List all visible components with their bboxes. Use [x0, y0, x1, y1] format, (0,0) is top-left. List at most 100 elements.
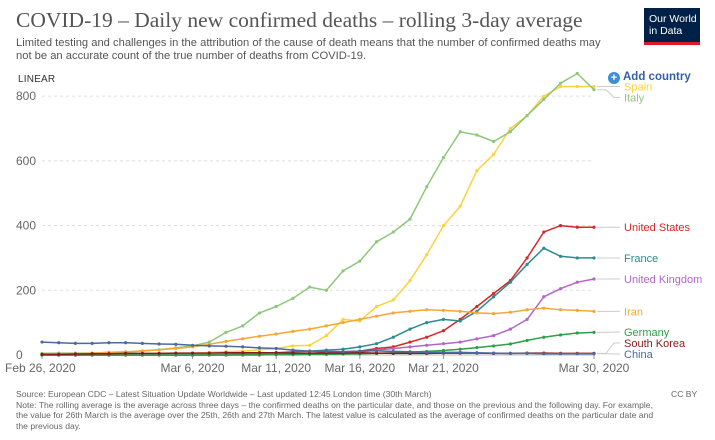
- data-point-south-korea: [90, 352, 94, 356]
- data-point-united-kingdom: [508, 327, 512, 331]
- data-point-france: [525, 262, 529, 267]
- data-point-united-kingdom: [391, 346, 395, 351]
- data-point-italy: [358, 259, 362, 263]
- data-point-france: [341, 347, 345, 351]
- data-point-united-states: [592, 225, 596, 229]
- data-point-china: [140, 341, 144, 345]
- series-label-france: France: [624, 253, 658, 265]
- data-point-france: [391, 335, 395, 339]
- line-chart: 0 200 400 600 800 Feb 26, 2020 Mar 6, 2020 Mar…: [5, 71, 702, 375]
- data-point-united-kingdom: [558, 287, 563, 291]
- y-tick-label: 200: [16, 283, 36, 297]
- series-line-iran: [41, 307, 595, 356]
- data-point-iran: [257, 334, 262, 338]
- data-point-china: [57, 341, 61, 345]
- y-tick-label: 0: [16, 348, 23, 362]
- data-point-china: [575, 352, 579, 356]
- data-point-italy: [458, 130, 462, 134]
- data-point-italy: [291, 296, 295, 300]
- data-point-iran: [274, 332, 278, 336]
- data-point-south-korea: [57, 352, 61, 356]
- data-point-china: [73, 341, 78, 345]
- data-point-germany: [525, 338, 529, 343]
- data-point-united-kingdom: [408, 345, 412, 349]
- data-point-south-korea: [140, 351, 144, 355]
- data-point-france: [592, 256, 596, 260]
- x-tick-label: Feb 26, 2020: [5, 361, 76, 375]
- logo-line-2: in Data: [649, 25, 683, 37]
- data-point-united-states: [475, 304, 479, 309]
- data-point-italy: [241, 324, 245, 328]
- data-point-italy: [207, 340, 211, 344]
- series-line-germany: [42, 331, 595, 356]
- add-country-button[interactable]: + Add country: [608, 71, 691, 84]
- data-point-china: [425, 350, 429, 355]
- data-point-china: [542, 352, 546, 356]
- data-point-italy: [257, 311, 262, 315]
- data-point-united-states: [542, 230, 546, 234]
- owid-logo[interactable]: Our World in Data: [644, 8, 700, 45]
- series-label-china: China: [624, 349, 654, 361]
- series-label-united-states: United States: [624, 222, 691, 234]
- data-point-france: [558, 254, 563, 258]
- data-point-china: [90, 341, 94, 345]
- series-line-spain: [42, 85, 594, 356]
- grid-lines: [42, 95, 594, 356]
- scale-toggle[interactable]: LINEAR: [18, 74, 56, 85]
- data-point-iran: [508, 310, 512, 314]
- data-point-spain: [425, 253, 429, 257]
- data-point-iran: [492, 311, 496, 316]
- data-point-france: [508, 280, 512, 284]
- data-point-italy: [558, 81, 563, 85]
- data-point-iran: [358, 317, 362, 322]
- series-label-south-korea: South Korea: [624, 338, 686, 350]
- data-point-china: [458, 350, 462, 355]
- data-point-italy: [408, 217, 412, 221]
- logo-line-1: Our World: [649, 13, 697, 25]
- data-point-south-korea: [374, 351, 379, 355]
- data-point-spain: [508, 126, 512, 131]
- data-point-iran: [408, 309, 412, 313]
- data-point-china: [124, 341, 128, 345]
- data-point-italy: [224, 330, 228, 334]
- x-tick-label: Mar 6, 2020: [161, 361, 225, 375]
- data-point-germany: [492, 344, 496, 348]
- data-point-italy: [475, 133, 479, 137]
- x-axis-ticks: Feb 26, 2020 Mar 6, 2020 Mar 11, 2020 Mar 1…: [5, 355, 630, 375]
- data-point-china: [525, 351, 529, 355]
- data-point-china: [190, 343, 195, 347]
- data-point-south-korea: [174, 351, 178, 355]
- data-point-france: [458, 319, 462, 323]
- data-point-iran: [458, 309, 462, 313]
- data-point-china: [475, 351, 479, 355]
- leader-line-south-korea: [597, 342, 620, 354]
- data-point-iran: [174, 346, 178, 351]
- data-point-italy: [441, 156, 446, 160]
- data-point-italy: [542, 97, 546, 102]
- chart-footer: Source: European CDC – Latest Situation …: [16, 389, 656, 431]
- data-point-iran: [241, 337, 245, 341]
- data-point-china: [174, 342, 178, 346]
- data-point-spain: [324, 333, 328, 338]
- data-point-iran: [224, 339, 228, 344]
- data-point-spain: [391, 298, 395, 302]
- data-point-china: [408, 350, 412, 354]
- data-point-italy: [374, 240, 379, 244]
- data-point-italy: [592, 88, 596, 92]
- data-point-germany: [508, 342, 512, 346]
- data-point-china: [391, 349, 395, 354]
- data-point-united-states: [525, 256, 529, 260]
- data-point-spain: [408, 278, 412, 283]
- data-point-united-kingdom: [458, 340, 462, 344]
- data-point-south-korea: [207, 351, 211, 355]
- x-tick-label: Mar 11, 2020: [241, 361, 311, 375]
- data-point-spain: [542, 94, 546, 98]
- data-point-united-kingdom: [425, 343, 429, 347]
- license-link[interactable]: CC BY: [671, 389, 698, 399]
- data-point-france: [542, 246, 546, 250]
- data-point-spain: [374, 304, 379, 309]
- data-point-germany: [475, 345, 479, 350]
- data-point-south-korea: [40, 352, 44, 356]
- data-point-france: [441, 317, 446, 322]
